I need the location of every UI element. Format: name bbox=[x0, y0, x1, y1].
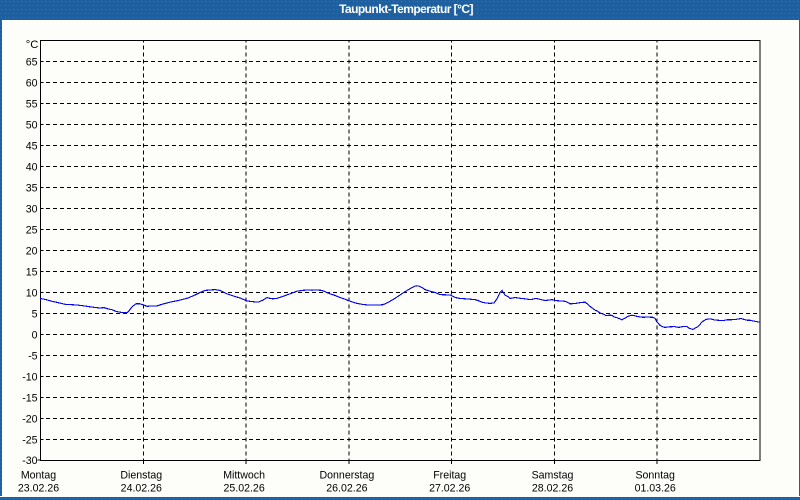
svg-text:-5: -5 bbox=[28, 350, 38, 362]
svg-text:10: 10 bbox=[26, 287, 38, 299]
svg-text:25: 25 bbox=[26, 224, 38, 236]
svg-text:Mittwoch: Mittwoch bbox=[223, 469, 265, 481]
svg-text:25.02.26: 25.02.26 bbox=[223, 483, 264, 495]
svg-text:Dienstag: Dienstag bbox=[120, 469, 162, 481]
svg-text:35: 35 bbox=[26, 182, 38, 194]
svg-text:-25: -25 bbox=[22, 434, 37, 446]
svg-text:27.02.26: 27.02.26 bbox=[429, 483, 470, 495]
svg-text:-20: -20 bbox=[22, 413, 37, 425]
svg-text:Samstag: Samstag bbox=[532, 469, 574, 481]
svg-text:28.02.26: 28.02.26 bbox=[532, 483, 573, 495]
svg-text:Sonntag: Sonntag bbox=[635, 469, 675, 481]
svg-text:55: 55 bbox=[26, 98, 38, 110]
svg-text:23.02.26: 23.02.26 bbox=[18, 483, 59, 495]
svg-text:15: 15 bbox=[26, 266, 38, 278]
svg-text:-30: -30 bbox=[22, 455, 37, 467]
svg-text:65: 65 bbox=[26, 56, 38, 68]
svg-text:40: 40 bbox=[26, 161, 38, 173]
svg-text:01.03.26: 01.03.26 bbox=[635, 483, 676, 495]
svg-text:0: 0 bbox=[32, 329, 38, 341]
svg-text:5: 5 bbox=[32, 308, 38, 320]
svg-text:-15: -15 bbox=[22, 392, 37, 404]
svg-text:-10: -10 bbox=[22, 371, 37, 383]
svg-text:45: 45 bbox=[26, 140, 38, 152]
svg-text:20: 20 bbox=[26, 245, 38, 257]
svg-text:Montag: Montag bbox=[21, 469, 56, 481]
svg-text:Freitag: Freitag bbox=[433, 469, 466, 481]
svg-text:30: 30 bbox=[26, 203, 38, 215]
svg-text:50: 50 bbox=[26, 119, 38, 131]
svg-text:°C: °C bbox=[26, 39, 39, 51]
svg-text:Donnerstag: Donnerstag bbox=[320, 469, 375, 481]
svg-text:26.02.26: 26.02.26 bbox=[326, 483, 367, 495]
svg-text:24.02.26: 24.02.26 bbox=[121, 483, 162, 495]
svg-text:60: 60 bbox=[26, 77, 38, 89]
